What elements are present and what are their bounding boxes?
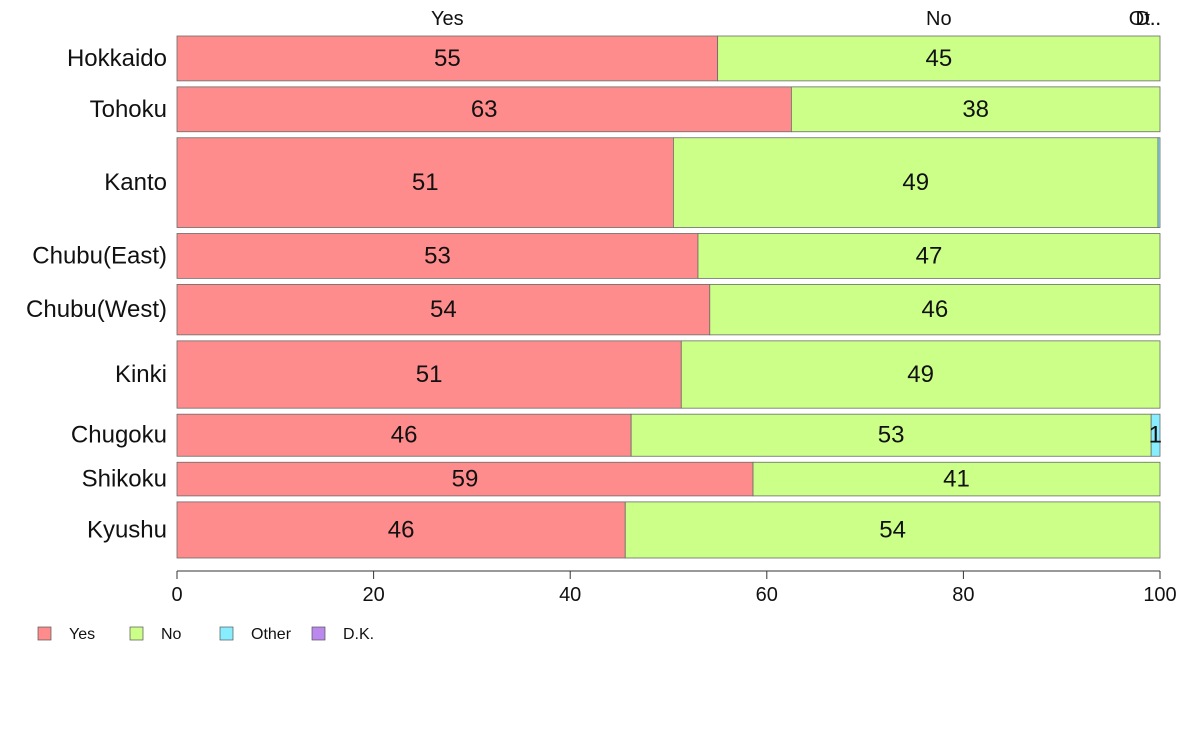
region-label: Chubu(West) <box>26 296 167 323</box>
bar-segment-no <box>673 137 1159 228</box>
legend-item-yes: Yes <box>37 626 95 643</box>
bar-segment-no <box>697 233 1161 279</box>
region-label: Kyushu <box>87 516 167 543</box>
bar-value-label: 53 <box>878 422 905 449</box>
bar-value-label: 53 <box>424 242 451 269</box>
x-tick-label: 80 <box>952 584 974 606</box>
region-label: Kinki <box>115 361 167 388</box>
legend: Yes No Other D.K. <box>37 626 374 643</box>
bar-value-label: 49 <box>902 169 929 196</box>
bar-segment-other <box>1157 137 1161 228</box>
legend-item-other: Other <box>219 626 292 643</box>
bar-segment-no <box>709 283 1161 336</box>
legend-item-no: No <box>129 626 182 643</box>
bar-value-label: 49 <box>907 361 934 388</box>
legend-label: Other <box>251 626 292 643</box>
bar-segment-no <box>717 35 1161 82</box>
bar-segment-no <box>790 86 1161 133</box>
bar-value-label: 63 <box>471 96 498 123</box>
column-header-other: Ot.. <box>1129 8 1161 30</box>
legend-label: Yes <box>69 626 95 643</box>
column-header-no: No <box>926 8 952 30</box>
region-label: Shikoku <box>82 466 167 493</box>
x-tick-label: 0 <box>171 584 182 606</box>
bar-segment-yes <box>176 501 626 559</box>
bar-value-label: 1 <box>1149 422 1162 449</box>
legend-item-d-k: D.K. <box>311 626 374 643</box>
legend-swatch <box>129 626 144 641</box>
column-headers: Yes No Ot..D.. <box>431 8 1161 30</box>
region-label: Hokkaido <box>67 45 167 72</box>
bar-segment-other <box>1150 413 1161 457</box>
bar-value-label: 51 <box>416 361 443 388</box>
bar-value-label: 54 <box>430 296 457 323</box>
bar-value-label: 55 <box>434 45 461 72</box>
bar-value-label: 54 <box>879 516 906 543</box>
bar-value-label: 46 <box>922 296 949 323</box>
column-header-yes: Yes <box>431 8 464 30</box>
bar-segment-yes <box>176 340 682 409</box>
x-tick-label: 100 <box>1143 584 1176 606</box>
bar-value-label: 59 <box>452 466 479 493</box>
region-label: Chubu(East) <box>32 242 167 269</box>
bar-segment-yes <box>176 283 711 336</box>
x-tick-label: 20 <box>362 584 384 606</box>
bar-value-label: 38 <box>962 96 989 123</box>
legend-swatch <box>219 626 234 641</box>
bar-value-label: 45 <box>925 45 952 72</box>
bars: 55 45 63 38 51 49 53 47 54 46 51 49 46 53 1 59 41 46 54 <box>176 35 1162 559</box>
bar-value-label: 46 <box>388 516 415 543</box>
x-tick-label: 40 <box>559 584 581 606</box>
bar-segment-yes <box>176 137 674 228</box>
bar-segment-no <box>630 413 1152 457</box>
bar-segment-no <box>752 461 1161 497</box>
region-label: Tohoku <box>90 96 167 123</box>
bar-segment-yes <box>176 233 699 279</box>
bar-value-label: 46 <box>391 422 418 449</box>
bar-value-label: 47 <box>916 242 943 269</box>
legend-swatch <box>311 626 326 641</box>
bar-segment-yes <box>176 461 754 497</box>
x-axis: 0 20 40 60 80 100 <box>171 570 1177 606</box>
legend-label: D.K. <box>343 626 374 643</box>
x-tick-label: 60 <box>756 584 778 606</box>
bar-value-label: 51 <box>412 169 439 196</box>
region-label: Chugoku <box>71 422 167 449</box>
region-labels: Hokkaido Tohoku Kanto Chubu(East) Chubu(West… <box>26 45 167 544</box>
bar-segment-no <box>624 501 1161 559</box>
bar-segment-no <box>680 340 1161 409</box>
bar-value-label: 41 <box>943 466 970 493</box>
legend-swatch <box>37 626 52 641</box>
column-header-d-k: D.. <box>1135 8 1161 30</box>
legend-label: No <box>161 626 182 643</box>
region-label: Kanto <box>104 169 167 196</box>
bar-segment-yes <box>176 413 632 457</box>
